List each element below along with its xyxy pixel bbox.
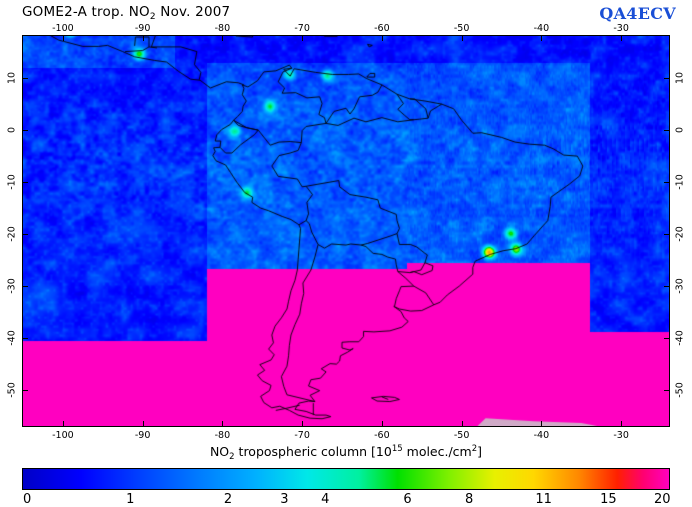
xtick-top--60 bbox=[381, 36, 383, 41]
ytick-label-left-0: 0 bbox=[6, 126, 18, 133]
xtick-label-top--40: -40 bbox=[533, 23, 550, 34]
ytick-left--50 bbox=[23, 389, 28, 391]
colorbar-gradient bbox=[23, 469, 669, 489]
colorbar-tick-11: 11 bbox=[535, 492, 552, 507]
ytick-left--30 bbox=[23, 285, 28, 287]
xtick-label-bot--100: -100 bbox=[52, 430, 74, 441]
ytick-label-right-0: 0 bbox=[674, 126, 686, 133]
xtick-top--90 bbox=[142, 36, 144, 41]
ytick-right--40 bbox=[664, 337, 669, 339]
cb-label-tail: molec./cm bbox=[402, 444, 472, 459]
xtick-label-top--50: -50 bbox=[453, 23, 470, 34]
xtick-label-bot--40: -40 bbox=[533, 430, 550, 441]
cb-label-close: ] bbox=[477, 444, 483, 459]
cb-label-sup2: 2 bbox=[471, 444, 478, 454]
colorbar-tick-4: 4 bbox=[321, 492, 330, 507]
ytick-right-10 bbox=[664, 77, 669, 79]
ytick-label-right--50: -50 bbox=[674, 381, 686, 398]
colorbar-tick-6: 6 bbox=[403, 492, 412, 507]
xtick-bot--40 bbox=[541, 421, 543, 426]
ytick-left--10 bbox=[23, 181, 28, 183]
cb-label-lead: NO bbox=[209, 444, 230, 459]
colorbar-title: NO2 tropospheric column [1015 molec./cm2… bbox=[209, 444, 483, 462]
xtick-label-top--30: -30 bbox=[613, 23, 629, 34]
ytick-left--40 bbox=[23, 337, 28, 339]
title-date: Nov. 2007 bbox=[155, 4, 231, 20]
xtick-bot--100 bbox=[62, 421, 64, 426]
ytick-label-left--40: -40 bbox=[6, 329, 18, 346]
title-text: GOME2-A trop. NO bbox=[22, 4, 150, 20]
ytick-label-left--20: -20 bbox=[6, 225, 18, 242]
colorbar-tick-0: 0 bbox=[23, 492, 32, 507]
ytick-right--50 bbox=[664, 389, 669, 391]
colorbar-tick-2: 2 bbox=[223, 492, 233, 507]
xtick-bot--60 bbox=[381, 421, 383, 426]
xtick-label-top--60: -60 bbox=[374, 23, 390, 34]
xtick-label-bot--50: -50 bbox=[453, 430, 470, 441]
cb-label-sub: 2 bbox=[229, 452, 235, 462]
colorbar-tick-20: 20 bbox=[654, 492, 671, 507]
xtick-bot--90 bbox=[142, 421, 144, 426]
cb-label-mid: tropospheric column [10 bbox=[234, 444, 392, 459]
colorbar-tick-1: 1 bbox=[126, 492, 135, 507]
colorbar bbox=[22, 468, 670, 490]
ytick-label-left--50: -50 bbox=[6, 381, 18, 398]
xtick-top--50 bbox=[461, 36, 463, 41]
ytick-label-right--40: -40 bbox=[674, 329, 686, 346]
xtick-top--80 bbox=[222, 36, 224, 41]
ytick-right-0 bbox=[664, 129, 669, 131]
cb-label-sup: 15 bbox=[391, 444, 403, 454]
xtick-label-bot--70: -70 bbox=[294, 430, 310, 441]
ytick-label-left--10: -10 bbox=[6, 173, 18, 190]
page-title: GOME2-A trop. NO2 Nov. 2007 bbox=[22, 4, 231, 22]
ytick-label-right--10: -10 bbox=[674, 173, 686, 190]
colorbar-tick-8: 8 bbox=[464, 492, 474, 507]
xtick-top--30 bbox=[621, 36, 623, 41]
xtick-label-bot--30: -30 bbox=[613, 430, 629, 441]
title-subscript: 2 bbox=[149, 12, 156, 22]
xtick-label-top--90: -90 bbox=[134, 23, 151, 34]
colorbar-tick-15: 15 bbox=[600, 492, 617, 507]
no2-map-heatmap bbox=[23, 36, 669, 426]
xtick-top--100 bbox=[62, 36, 64, 41]
xtick-bot--80 bbox=[222, 421, 224, 426]
xtick-label-top--100: -100 bbox=[52, 23, 74, 34]
ytick-label-right--20: -20 bbox=[674, 225, 686, 242]
xtick-label-bot--60: -60 bbox=[374, 430, 390, 441]
ytick-label-left-10: 10 bbox=[6, 71, 18, 84]
ytick-left--20 bbox=[23, 233, 28, 235]
xtick-label-bot--90: -90 bbox=[134, 430, 151, 441]
ytick-right--10 bbox=[664, 181, 669, 183]
qa4ecv-logo: QA4ECV bbox=[599, 4, 676, 23]
xtick-label-bot--80: -80 bbox=[214, 430, 231, 441]
xtick-top--70 bbox=[302, 36, 304, 41]
xtick-bot--70 bbox=[302, 421, 304, 426]
xtick-label-top--80: -80 bbox=[214, 23, 231, 34]
map-plot-frame bbox=[22, 35, 670, 427]
ytick-label-right-10: 10 bbox=[674, 71, 686, 84]
ytick-label-right--30: -30 bbox=[674, 277, 686, 294]
ytick-right--30 bbox=[664, 285, 669, 287]
ytick-label-left--30: -30 bbox=[6, 277, 18, 294]
ytick-left-0 bbox=[23, 129, 28, 131]
xtick-top--40 bbox=[541, 36, 543, 41]
xtick-label-top--70: -70 bbox=[294, 23, 310, 34]
ytick-left-10 bbox=[23, 77, 28, 79]
ytick-right--20 bbox=[664, 233, 669, 235]
colorbar-tick-3: 3 bbox=[280, 492, 289, 507]
xtick-bot--30 bbox=[621, 421, 623, 426]
xtick-bot--50 bbox=[461, 421, 463, 426]
